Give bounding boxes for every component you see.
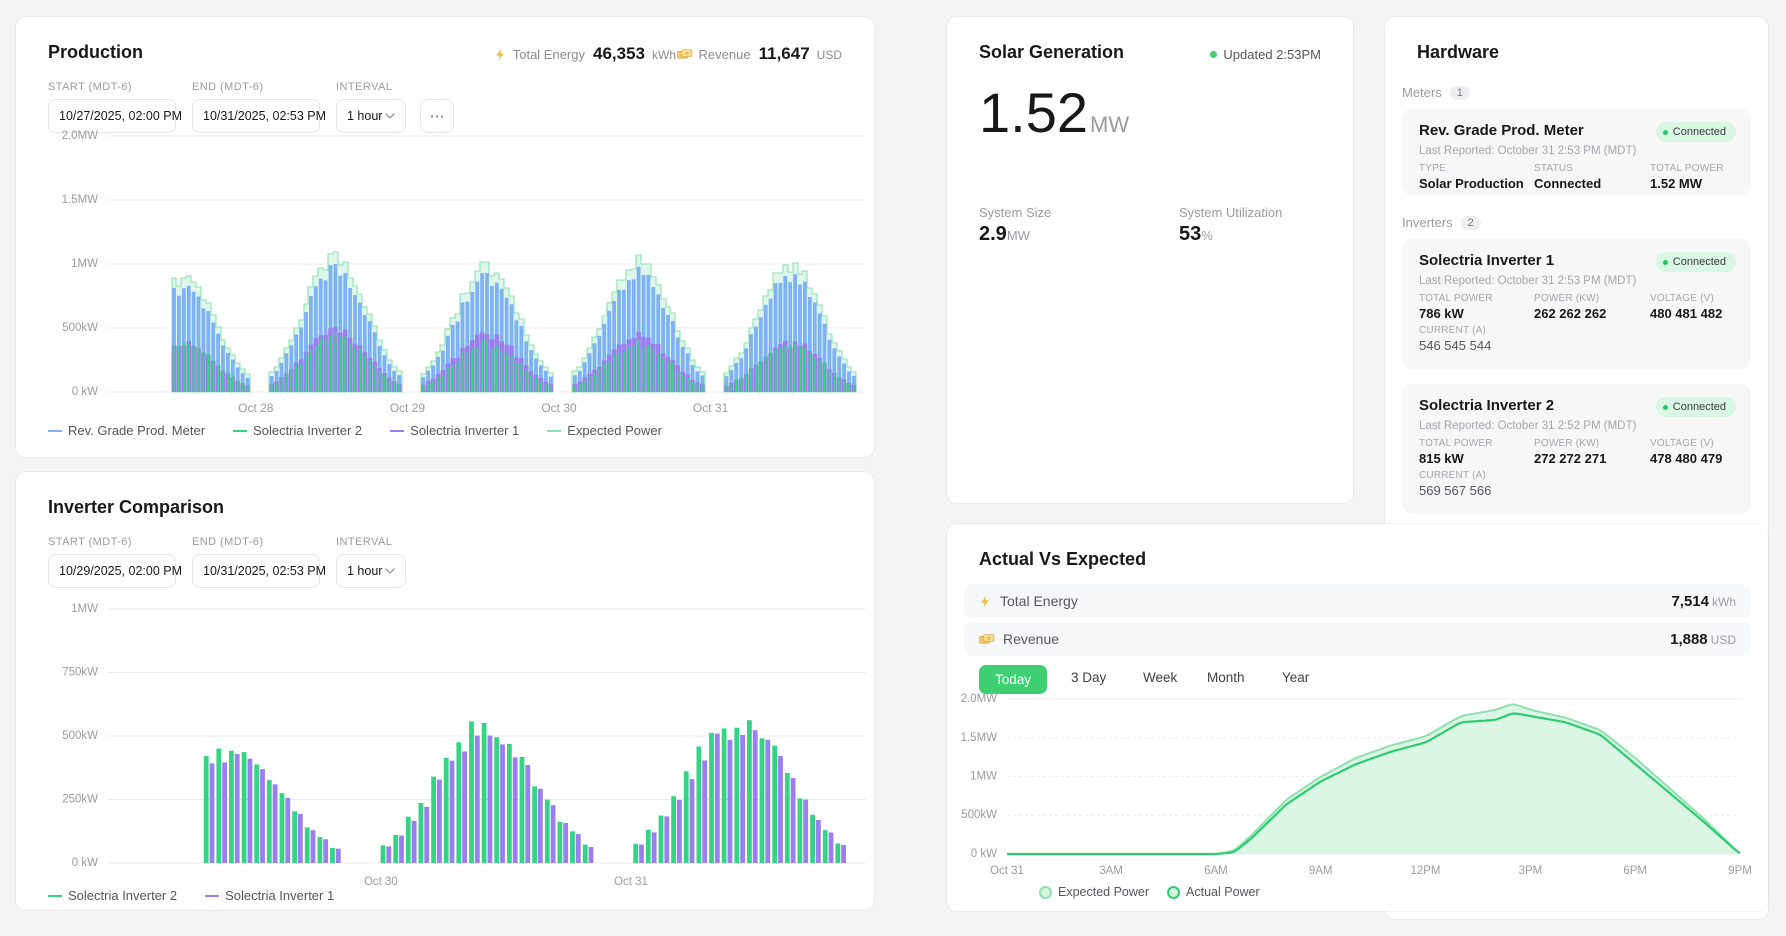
- svg-text:3AM: 3AM: [1099, 865, 1123, 877]
- svg-text:Oct 29: Oct 29: [390, 401, 426, 415]
- svg-text:Oct 31: Oct 31: [990, 865, 1024, 877]
- svg-text:1MW: 1MW: [970, 771, 997, 783]
- svg-text:Oct 31: Oct 31: [614, 876, 648, 888]
- svg-text:Oct 30: Oct 30: [541, 401, 577, 415]
- svg-text:0 kW: 0 kW: [72, 857, 98, 869]
- svg-text:1.5MW: 1.5MW: [62, 194, 99, 206]
- svg-text:250kW: 250kW: [62, 794, 98, 806]
- svg-text:500kW: 500kW: [62, 730, 98, 742]
- svg-text:0 kW: 0 kW: [72, 386, 98, 398]
- svg-text:1.5MW: 1.5MW: [961, 732, 998, 744]
- svg-text:9PM: 9PM: [1728, 865, 1752, 877]
- svg-text:6PM: 6PM: [1623, 865, 1647, 877]
- svg-text:500kW: 500kW: [961, 809, 997, 821]
- svg-text:Oct 28: Oct 28: [238, 401, 274, 415]
- svg-text:1MW: 1MW: [71, 603, 98, 615]
- svg-text:750kW: 750kW: [62, 667, 98, 679]
- svg-text:2.0MW: 2.0MW: [961, 693, 998, 705]
- svg-text:2.0MW: 2.0MW: [62, 130, 99, 142]
- svg-text:Oct 30: Oct 30: [364, 876, 398, 888]
- svg-text:9AM: 9AM: [1309, 865, 1333, 877]
- svg-text:500kW: 500kW: [62, 322, 98, 334]
- svg-text:3PM: 3PM: [1519, 865, 1543, 877]
- svg-text:12PM: 12PM: [1410, 865, 1440, 877]
- svg-text:0 kW: 0 kW: [971, 848, 997, 860]
- svg-text:1MW: 1MW: [71, 258, 98, 270]
- svg-text:6AM: 6AM: [1204, 865, 1228, 877]
- svg-text:Oct 31: Oct 31: [693, 401, 729, 415]
